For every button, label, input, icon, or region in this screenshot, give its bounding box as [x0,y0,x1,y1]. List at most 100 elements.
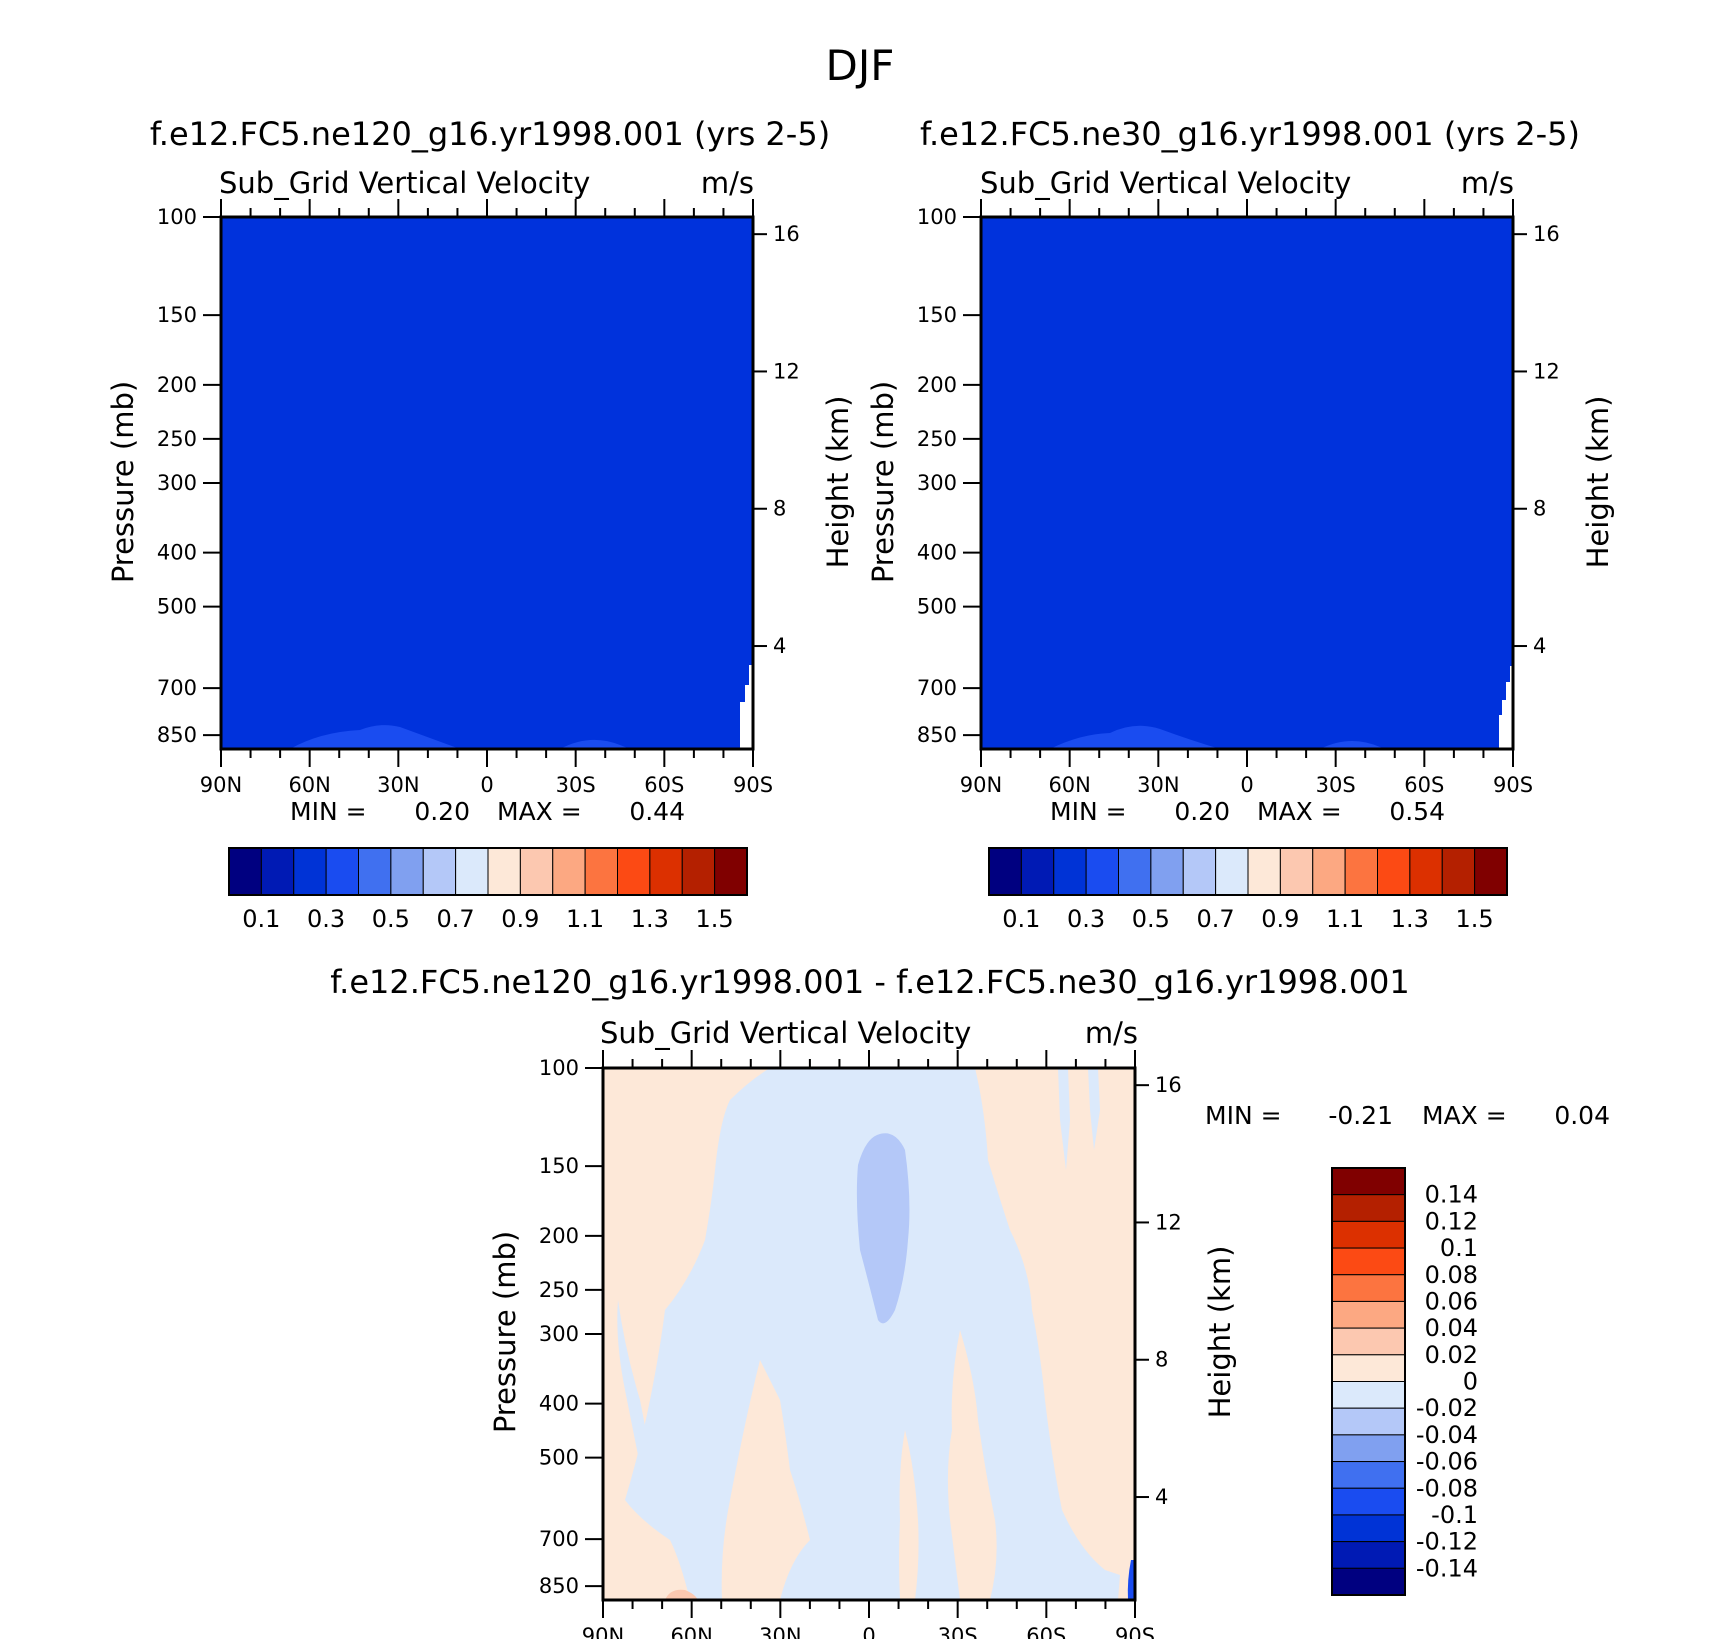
colorbar-swatch [1331,1167,1406,1196]
y-tick-label: 400 [539,1392,579,1416]
colorbar-label: 0.7 [1197,905,1235,933]
y-tick-label: 250 [157,427,197,451]
contour-patch [560,739,630,749]
colorbar-swatch [649,847,683,896]
colorbar: 0.1 0.3 0.5 0.7 0.9 1.1 1.3 1.5 [228,847,748,933]
colorbar-swatch [1331,1327,1406,1356]
x-tick-label: 0 [862,1624,875,1639]
colorbar-frame [988,847,1508,896]
colorbar-label: 0.3 [1067,905,1105,933]
max-label: MAX = [497,797,582,826]
colorbar-swatch [1053,847,1087,896]
colorbar-swatch [1215,847,1249,896]
colorbar-label: 0.9 [501,905,539,933]
colorbar-label: -0.02 [1416,1394,1478,1422]
y-tick-label: 700 [917,676,957,700]
colorbar-label: 1.1 [566,905,604,933]
contour-patch [290,725,460,749]
min-label: MIN = [1050,797,1127,826]
x-tick-label: 60S [1404,773,1444,797]
colorbar-swatch [1344,847,1378,896]
panel-left-subtitle: Sub_Grid Vertical Velocity [600,1016,971,1050]
colorbar-swatch [1331,1381,1406,1409]
missing-data [740,665,753,749]
colorbar-label: 0.5 [372,905,410,933]
min-value: 0.20 [414,797,470,826]
colorbar-label: -0.12 [1416,1528,1478,1556]
colorbar-swatch [519,847,554,896]
x-tick-label: 90S [1115,1624,1155,1639]
x-ticks: 90N 60N 30N 0 30S 60S 90S [200,199,773,797]
panel-right-subtitle: m/s [1085,1016,1138,1050]
colorbar-label: 0.08 [1425,1261,1478,1289]
y-tick-label: 250 [539,1278,579,1302]
y2-tick-label: 12 [1155,1210,1182,1234]
colorbar-label: 0.04 [1425,1314,1478,1342]
colorbar-swatch [1331,1194,1406,1222]
x-tick-label: 60N [670,1624,712,1639]
y-tick-label: 850 [539,1574,579,1598]
contour-field [221,217,753,749]
y-axis-label: Pressure (mb) [866,381,900,583]
y2-tick-label: 4 [1533,634,1546,658]
colorbar-swatch [1331,1300,1406,1329]
x-tick-label: 30S [1316,773,1356,797]
colorbar-swatch [1409,847,1443,896]
y-tick-label: 150 [917,303,957,327]
colorbar-swatch [1150,847,1184,896]
y-tick-label: 500 [157,595,197,619]
x-tick-label: 90N [960,773,1002,797]
colorbar-swatch [1377,847,1411,896]
colorbar-swatch [293,847,327,896]
colorbar-swatch [1331,1434,1406,1463]
y-tick-label: 200 [157,373,197,397]
colorbar-swatch [1331,1354,1406,1382]
colorbar-swatch [988,847,1022,896]
colorbar-swatch [358,847,392,896]
contour-positive-region [743,1395,787,1600]
y2-ticks: 16 12 8 4 [753,222,800,658]
colorbar-swatch [1331,1247,1406,1276]
y-ticks: 100 150 200 250 300 400 500 700 850 [157,205,221,747]
colorbar-label: -0.1 [1431,1501,1478,1529]
stats: MIN = 0.20 MAX = 0.44 [290,797,685,826]
colorbar-swatch [1331,1407,1406,1436]
colorbar-swatch [552,847,586,896]
y-tick-label: 400 [157,541,197,565]
max-value: 0.54 [1389,797,1445,826]
x-tick-label: 30N [377,773,419,797]
y-ticks: 100 150 200 250 300 400 500 700 850 [539,1056,603,1598]
x-tick-label: 30S [938,1624,978,1639]
y2-tick-label: 16 [1533,222,1560,246]
colorbar-swatch [228,847,262,896]
colorbar-swatch [584,847,618,896]
panel-left-subtitle: Sub_Grid Vertical Velocity [219,166,590,200]
colorbar-swatch [1312,847,1346,896]
colorbar-label: 0.1 [1440,1234,1478,1262]
colorbar: 0.140.120.10.080.060.040.020-0.02-0.04-0… [1331,1167,1478,1596]
colorbar-swatch [1085,847,1119,896]
colorbar-swatch [487,847,521,896]
panel-left-subtitle: Sub_Grid Vertical Velocity [980,166,1351,200]
colorbar-label: 0.02 [1425,1341,1478,1369]
colorbar-swatch [1474,847,1508,896]
contour-negative-region [617,1300,655,1490]
x-ticks: 90N 60N 30N 0 30S 60S 90S [960,199,1533,797]
y-ticks: 100 150 200 250 300 400 500 700 850 [917,205,981,747]
contour-positive-region [899,1430,919,1600]
y-tick-label: 100 [539,1056,579,1080]
min-value: -0.21 [1328,1101,1393,1130]
y-tick-label: 700 [539,1527,579,1551]
y2-tick-label: 16 [1155,1073,1182,1097]
max-value: 0.44 [629,797,685,826]
min-label: MIN = [290,797,367,826]
min-label: MIN = [1205,1101,1282,1130]
missing-data [1499,666,1513,749]
y-tick-label: 850 [157,723,197,747]
colorbar-swatch [714,847,748,896]
panel-ne30: f.e12.FC5.ne30_g16.yr1998.001 (yrs 2-5) … [866,115,1615,933]
contour-negative-region [1088,1068,1100,1150]
panel-title: f.e12.FC5.ne30_g16.yr1998.001 (yrs 2-5) [920,115,1580,153]
y2-tick-label: 12 [1533,359,1560,383]
